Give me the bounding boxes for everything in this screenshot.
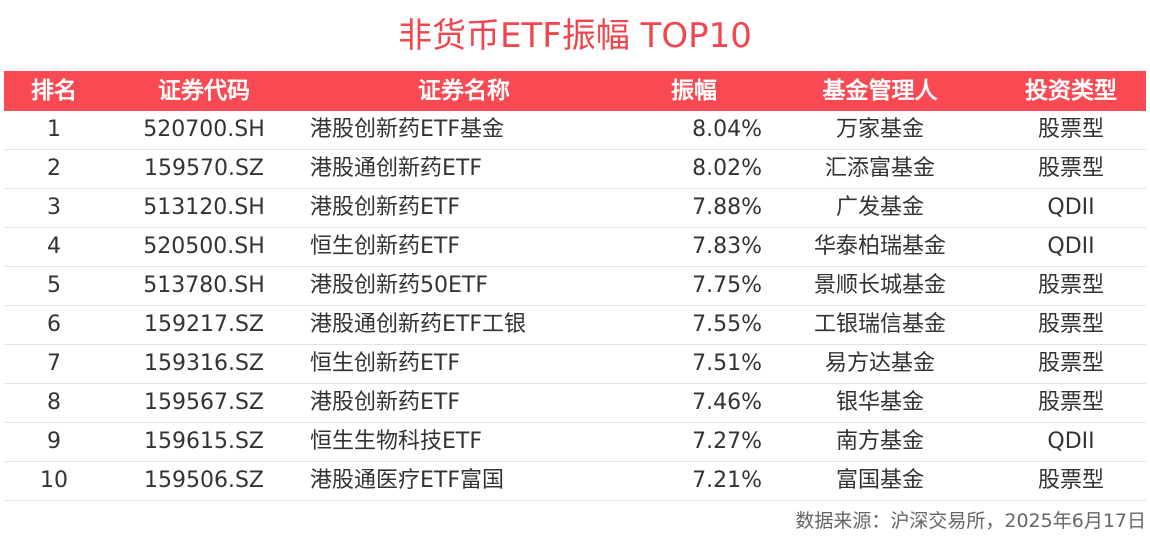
- table-row: 2 159570.SZ 港股通创新药ETF 8.02% 汇添富基金 股票型: [4, 150, 1146, 189]
- cell-manager: 华泰柏瑞基金: [764, 228, 996, 267]
- cell-name: 恒生创新药ETF: [304, 345, 624, 384]
- cell-rank: 10: [4, 462, 104, 501]
- header-rank: 排名: [4, 71, 104, 111]
- cell-type: 股票型: [996, 111, 1146, 150]
- cell-type: 股票型: [996, 384, 1146, 423]
- amplitude-value: 7.51%: [692, 345, 764, 383]
- cell-rank: 4: [4, 228, 104, 267]
- cell-amplitude: 7.75%: [624, 267, 764, 306]
- cell-type: 股票型: [996, 150, 1146, 189]
- table-header-row: 排名 证券代码 证券名称 振幅 基金管理人 投资类型: [4, 71, 1146, 111]
- amplitude-value: 7.75%: [692, 267, 764, 305]
- table-row: 10 159506.SZ 港股通医疗ETF富国 7.21% 富国基金 股票型: [4, 462, 1146, 501]
- cell-amplitude: 8.04%: [624, 111, 764, 150]
- cell-manager: 景顺长城基金: [764, 267, 996, 306]
- amplitude-table: 排名 证券代码 证券名称 振幅 基金管理人 投资类型 1 520700.SH 港股创…: [4, 71, 1146, 501]
- table-row: 7 159316.SZ 恒生创新药ETF 7.51% 易方达基金 股票型: [4, 345, 1146, 384]
- cell-code: 159217.SZ: [104, 306, 304, 345]
- cell-manager: 富国基金: [764, 462, 996, 501]
- table-row: 8 159567.SZ 港股创新药ETF 7.46% 银华基金 股票型: [4, 384, 1146, 423]
- cell-rank: 6: [4, 306, 104, 345]
- cell-type: 股票型: [996, 462, 1146, 501]
- amplitude-value: 8.04%: [692, 111, 764, 149]
- cell-code: 159615.SZ: [104, 423, 304, 462]
- table-row: 1 520700.SH 港股创新药ETF基金 8.04% 万家基金 股票型: [4, 111, 1146, 150]
- cell-type: 股票型: [996, 306, 1146, 345]
- cell-amplitude: 8.02%: [624, 150, 764, 189]
- data-source-note: 数据来源：沪深交易所，2025年6月17日: [795, 506, 1146, 536]
- cell-manager: 万家基金: [764, 111, 996, 150]
- cell-manager: 广发基金: [764, 189, 996, 228]
- cell-rank: 9: [4, 423, 104, 462]
- cell-code: 513120.SH: [104, 189, 304, 228]
- cell-manager: 银华基金: [764, 384, 996, 423]
- cell-name: 港股创新药ETF: [304, 384, 624, 423]
- cell-manager: 易方达基金: [764, 345, 996, 384]
- cell-rank: 3: [4, 189, 104, 228]
- cell-manager: 汇添富基金: [764, 150, 996, 189]
- amplitude-value: 7.27%: [692, 423, 764, 461]
- cell-code: 159506.SZ: [104, 462, 304, 501]
- cell-amplitude: 7.83%: [624, 228, 764, 267]
- cell-name: 港股创新药ETF: [304, 189, 624, 228]
- cell-rank: 5: [4, 267, 104, 306]
- cell-code: 520700.SH: [104, 111, 304, 150]
- cell-amplitude: 7.55%: [624, 306, 764, 345]
- cell-name: 港股创新药50ETF: [304, 267, 624, 306]
- cell-rank: 2: [4, 150, 104, 189]
- cell-code: 159567.SZ: [104, 384, 304, 423]
- cell-manager: 南方基金: [764, 423, 996, 462]
- cell-name: 港股通创新药ETF工银: [304, 306, 624, 345]
- amplitude-value: 7.55%: [692, 306, 764, 344]
- cell-code: 159570.SZ: [104, 150, 304, 189]
- cell-amplitude: 7.46%: [624, 384, 764, 423]
- table-body: 1 520700.SH 港股创新药ETF基金 8.04% 万家基金 股票型 2 159570.…: [4, 111, 1146, 501]
- amplitude-value: 7.46%: [692, 384, 764, 422]
- header-name: 证券名称: [304, 71, 624, 111]
- cell-type: QDII: [996, 228, 1146, 267]
- cell-amplitude: 7.88%: [624, 189, 764, 228]
- cell-code: 520500.SH: [104, 228, 304, 267]
- header-code: 证券代码: [104, 71, 304, 111]
- header-type: 投资类型: [996, 71, 1146, 111]
- amplitude-value: 7.21%: [692, 462, 764, 500]
- amplitude-value: 8.02%: [692, 150, 764, 188]
- cell-type: QDII: [996, 189, 1146, 228]
- cell-amplitude: 7.21%: [624, 462, 764, 501]
- table-row: 9 159615.SZ 恒生生物科技ETF 7.27% 南方基金 QDII: [4, 423, 1146, 462]
- cell-rank: 7: [4, 345, 104, 384]
- cell-name: 港股通创新药ETF: [304, 150, 624, 189]
- cell-type: 股票型: [996, 267, 1146, 306]
- cell-name: 港股通医疗ETF富国: [304, 462, 624, 501]
- cell-code: 513780.SH: [104, 267, 304, 306]
- cell-amplitude: 7.27%: [624, 423, 764, 462]
- table-row: 5 513780.SH 港股创新药50ETF 7.75% 景顺长城基金 股票型: [4, 267, 1146, 306]
- cell-name: 恒生创新药ETF: [304, 228, 624, 267]
- cell-type: 股票型: [996, 345, 1146, 384]
- cell-name: 恒生生物科技ETF: [304, 423, 624, 462]
- amplitude-value: 7.83%: [692, 228, 764, 266]
- header-amplitude: 振幅: [624, 71, 764, 111]
- cell-manager: 工银瑞信基金: [764, 306, 996, 345]
- cell-rank: 1: [4, 111, 104, 150]
- cell-amplitude: 7.51%: [624, 345, 764, 384]
- header-manager: 基金管理人: [764, 71, 996, 111]
- amplitude-value: 7.88%: [692, 189, 764, 227]
- chart-title: 非货币ETF振幅 TOP10: [0, 12, 1150, 60]
- table-row: 4 520500.SH 恒生创新药ETF 7.83% 华泰柏瑞基金 QDII: [4, 228, 1146, 267]
- cell-code: 159316.SZ: [104, 345, 304, 384]
- cell-name: 港股创新药ETF基金: [304, 111, 624, 150]
- table-row: 6 159217.SZ 港股通创新药ETF工银 7.55% 工银瑞信基金 股票型: [4, 306, 1146, 345]
- cell-type: QDII: [996, 423, 1146, 462]
- cell-rank: 8: [4, 384, 104, 423]
- table-row: 3 513120.SH 港股创新药ETF 7.88% 广发基金 QDII: [4, 189, 1146, 228]
